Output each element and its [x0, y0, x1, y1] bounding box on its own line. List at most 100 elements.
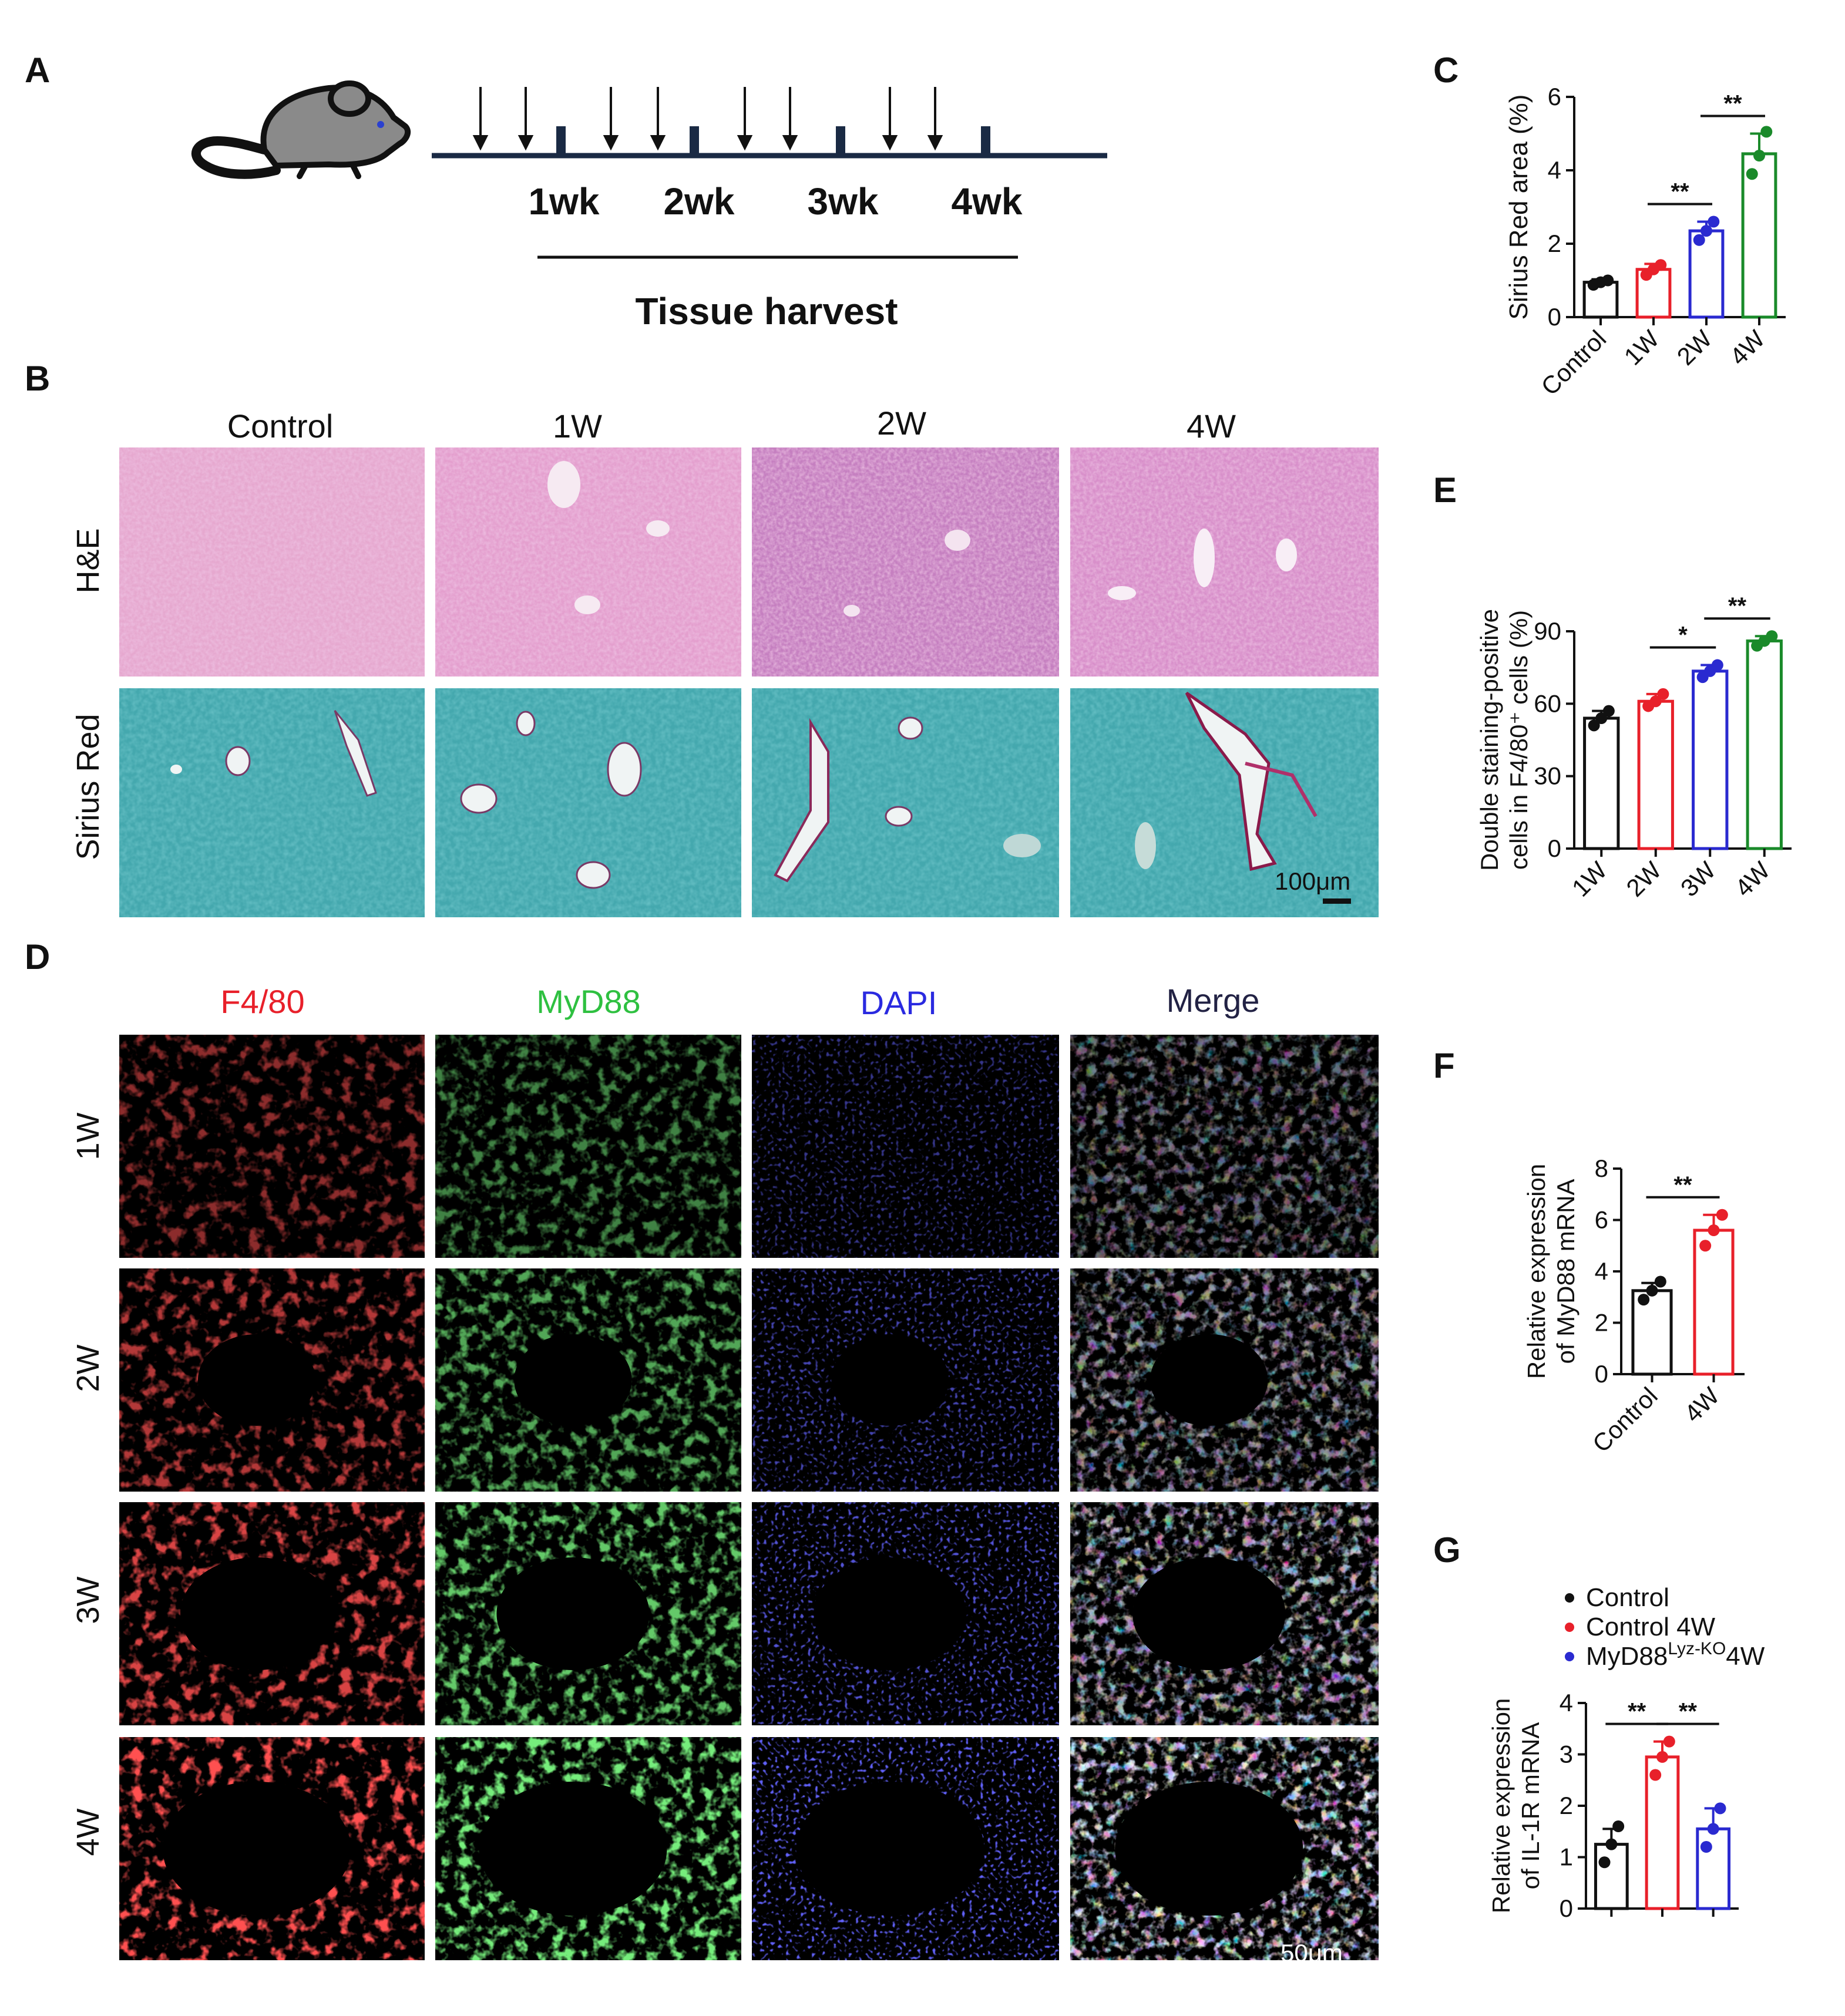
significance-label-e-0: *: [1678, 622, 1688, 648]
y-label-e-line-0: Double staining-positive: [1476, 609, 1503, 871]
he-image-2w: [752, 447, 1059, 677]
point-c-2-0: [1693, 234, 1705, 246]
if-image-merge-row4: [1070, 1737, 1379, 1960]
d-column-label-myd88: MyD88: [536, 983, 640, 1020]
panel-label-b: B: [25, 359, 50, 398]
point-e-0-0: [1588, 719, 1600, 732]
bar-e-0: [1583, 716, 1620, 850]
y-label-e-line-1: cells in F4/80⁺ cells (%): [1505, 610, 1533, 870]
if-image-f480-row3: [119, 1502, 425, 1725]
y-tick-label-f-0: 0: [1595, 1360, 1608, 1388]
point-f-1-2: [1716, 1209, 1728, 1221]
legend-label-g-2: MyD88Lyz-KO4W: [1586, 1639, 1765, 1671]
point-e-1-1: [1649, 695, 1662, 708]
if-image-f480-row1: [119, 1035, 425, 1258]
y-tick-label-f-3: 6: [1595, 1206, 1608, 1234]
harvest-markers: [556, 126, 990, 154]
y-tick-label-e-3: 90: [1534, 617, 1561, 645]
y-tick-label-g-2: 2: [1560, 1792, 1573, 1819]
if-image-myd88-row1: [435, 1035, 741, 1258]
week-label-1: 1wk: [529, 180, 600, 223]
he-image-1w: [435, 447, 741, 677]
if-image-myd88-row3: [435, 1502, 741, 1725]
y-tick-label-f-1: 2: [1595, 1309, 1608, 1337]
x-tick-label-e-2: 3W: [1675, 856, 1721, 902]
y-label-c: Sirius Red area (%): [1504, 95, 1533, 320]
x-tick-label-c-2: 2W: [1672, 325, 1718, 371]
y-label-g-line-0: Relative expression: [1487, 1698, 1515, 1914]
point-g-2-2: [1714, 1802, 1726, 1815]
panel-label-e: E: [1433, 470, 1457, 510]
point-c-2-1: [1701, 225, 1712, 237]
y-tick-label-g-3: 3: [1560, 1741, 1573, 1768]
chart-f: 0 2 4 6 8 Relative expression of MyD88 mRNA Con…: [1523, 1155, 1745, 1458]
legend-label-g-0: Control: [1586, 1583, 1669, 1612]
point-f-0-0: [1638, 1294, 1650, 1306]
point-g-1-0: [1649, 1769, 1662, 1781]
y-tick-label-c-1: 2: [1548, 230, 1561, 257]
x-tick-label-e-0: 1W: [1567, 856, 1612, 902]
point-g-1-1: [1656, 1751, 1668, 1763]
y-label-g-line-1: of IL-1R mRNA: [1517, 1722, 1544, 1890]
if-image-merge-row2: [1070, 1268, 1379, 1492]
point-g-0-0: [1598, 1856, 1611, 1869]
bar-g-0: [1594, 1843, 1629, 1910]
legend-label-g-1: Control 4W: [1586, 1613, 1716, 1641]
if-image-merge-row1: [1070, 1035, 1379, 1258]
x-tick-label-e-3: 4W: [1729, 856, 1775, 902]
legend-suffix-g-2: 4W: [1726, 1642, 1765, 1671]
if-image-f480-row4: [119, 1737, 425, 1960]
x-tick-label-f-1: 4W: [1679, 1382, 1725, 1428]
legend-marker-g-2: [1565, 1652, 1574, 1661]
d-column-label-dapi: DAPI: [861, 984, 937, 1021]
x-tick-label-c-1: 1W: [1619, 325, 1665, 371]
sirius-image-1w: [435, 688, 741, 917]
d-row-label-2w: 2W: [70, 1344, 106, 1392]
harvest-label: Tissue harvest: [635, 290, 898, 332]
significance-label-g-0: **: [1628, 1699, 1646, 1725]
point-c-2-2: [1708, 216, 1720, 228]
y-tick-label-g-0: 0: [1560, 1894, 1573, 1922]
point-g-0-2: [1612, 1820, 1625, 1832]
sirius-image-4w: [1070, 688, 1379, 917]
point-f-1-0: [1699, 1240, 1712, 1252]
week-label-4: 4wk: [952, 180, 1023, 223]
bar-g-1: [1645, 1755, 1680, 1910]
he-image-control: [119, 447, 425, 677]
bar-f-0: [1631, 1289, 1673, 1376]
panel-label-f: F: [1433, 1046, 1455, 1085]
bar-e-2: [1692, 669, 1729, 850]
bar-f-1: [1693, 1229, 1735, 1376]
if-image-dapi-row2: [752, 1268, 1059, 1492]
significance-label-c-1: **: [1723, 91, 1742, 117]
sirius-image-control: [119, 688, 425, 917]
bar-c-3: [1741, 152, 1777, 319]
point-e-1-2: [1657, 688, 1669, 700]
d-row-label-1w: 1W: [70, 1112, 106, 1160]
mouse-icon: [191, 80, 411, 179]
he-image-4w: [1070, 447, 1379, 677]
point-g-0-1: [1605, 1838, 1618, 1850]
chart-c: 0 2 4 6 Sirius Red area (%)Control 1W 2W 4W ** **: [1504, 83, 1786, 400]
b-scale-bar-label: 100μm: [1275, 867, 1350, 895]
x-tick-label-c-3: 4W: [1725, 325, 1770, 371]
point-f-1-1: [1708, 1224, 1720, 1236]
x-tick-label-c-0: Control: [1535, 325, 1611, 400]
y-tick-label-c-2: 4: [1548, 156, 1561, 184]
point-g-2-1: [1707, 1823, 1719, 1835]
week-label-2: 2wk: [664, 180, 735, 223]
y-tick-label-e-1: 30: [1534, 762, 1561, 790]
y-label-f-line-0: Relative expression: [1523, 1164, 1550, 1379]
point-e-2-2: [1711, 659, 1723, 671]
d-row-label-4w: 4W: [70, 1808, 106, 1856]
legend-sup-g-2: Lyz-KO: [1668, 1639, 1726, 1658]
week-label-3: 3wk: [808, 180, 879, 223]
significance-label-e-1: **: [1728, 593, 1747, 619]
x-tick-label-e-1: 2W: [1621, 856, 1666, 902]
bar-e-1: [1637, 699, 1674, 850]
point-g-2-0: [1700, 1841, 1712, 1853]
significance-label-f-0: **: [1673, 1172, 1692, 1198]
bar-e-3: [1746, 639, 1783, 850]
significance-label-g-1: **: [1679, 1699, 1698, 1725]
